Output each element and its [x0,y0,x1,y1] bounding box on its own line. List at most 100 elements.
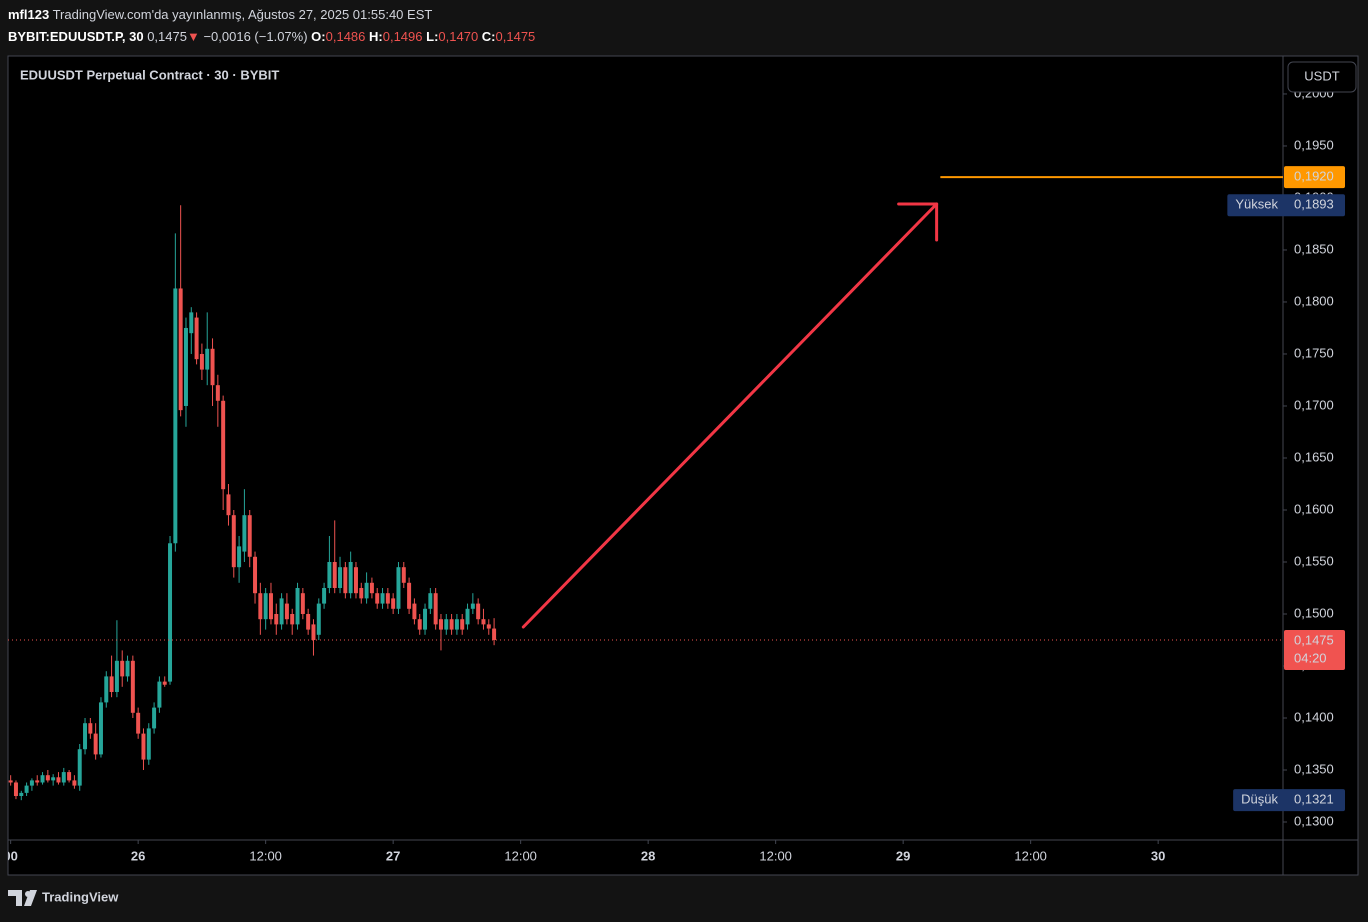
candle-body [492,628,497,640]
candle-body [56,777,61,783]
candle-body [237,546,242,568]
candle-body [146,728,151,760]
x-tick-label: 12:00 [759,848,792,863]
x-tick-label: 27 [386,848,400,863]
logo-icon [8,890,37,906]
candle-body [173,288,178,544]
candle-body [130,660,135,713]
o-key: O: [311,29,325,44]
candle-body [13,782,18,797]
candle-body [486,624,491,629]
candle-body [205,348,210,370]
candle-body [83,723,88,750]
candle-body [364,582,369,599]
candle-body [274,613,279,625]
y-tick-label: 0,1500 [1294,605,1334,620]
high-name: Yüksek [1235,197,1278,212]
candle-body [444,619,449,630]
candle-body [369,582,374,594]
candle-body [77,749,82,786]
candle-body [417,619,422,630]
candle-body [465,608,470,625]
candle-body [391,598,396,609]
candle-body [199,353,204,370]
candle-body [40,775,45,783]
candle-body [45,775,50,781]
low-label-bg [1233,789,1345,812]
x-tick-label: 26 [131,848,145,863]
candle-body [88,723,93,734]
currency-button [1287,61,1357,93]
c: 0,1475 [496,29,536,44]
y-tick-label: 0,1300 [1294,813,1334,828]
candle-body [295,587,300,625]
l: 0,1470 [438,29,478,44]
legend: EDUUSDT Perpetual Contract · 30 · BYBIT [20,67,279,82]
candle-body [460,619,465,630]
candle-body [396,567,401,609]
candle-body [380,593,385,604]
candle-body [247,515,252,557]
h-key: H: [369,29,383,44]
candle-body [306,613,311,630]
change: −0,0016 (−1.07%) [203,29,307,44]
arrow-head [897,202,939,242]
published: TradingView.com'da yayınlanmış, Ağustos … [53,7,433,22]
candle-body [338,567,343,588]
y-tick-label: 0,1800 [1294,293,1334,308]
candle-body [476,603,481,620]
high-label: 0,1893 [1294,197,1334,212]
candle-body [35,780,40,783]
candle-body [263,593,268,620]
candle-body [61,772,66,783]
candle-body [8,780,13,783]
candle-body [109,676,114,692]
candle-body [316,603,321,635]
candle-body [428,593,433,609]
countdown: 04:20 [1294,650,1327,665]
candle-body [120,660,125,677]
brand: TradingView [42,889,119,904]
candle-body [98,702,103,755]
candle-body [449,619,454,630]
candle-body [152,707,157,729]
candle-body [141,733,146,760]
candle-body [168,543,173,682]
candle-body [353,567,358,594]
candle-body [51,777,56,781]
candle-body [72,780,77,786]
low-label: 0,1321 [1294,792,1334,807]
candle-body [125,660,130,677]
x-tick-label: 30 [1151,848,1165,863]
candle-body [19,792,24,797]
candle-body [136,712,141,734]
y-tick-label: 0,1400 [1294,709,1334,724]
candle-body [423,608,428,630]
candle-body [332,561,337,588]
header-line-1: mfl123 TradingView.com'da yayınlanmış, A… [8,7,432,22]
candle-body [221,400,226,490]
last: 0,1475 [147,29,187,44]
candle-body [253,556,258,594]
last-price-label: 0,1475 [1294,632,1334,647]
candle-body [93,733,98,755]
candle-body [157,681,162,708]
o: 0,1486 [326,29,366,44]
candle-body [300,593,305,614]
symbol: BYBIT:EDUUSDT.P, 30 [8,29,144,44]
candle-body [231,515,236,568]
candle-body [433,593,438,625]
candle-body [407,582,412,609]
header-line-2: BYBIT:EDUUSDT.P, 30 0,1475▼ −0,0016 (−1.… [8,29,535,44]
logo-dot [25,891,31,897]
currency: USDT [1304,68,1339,83]
x-tick-label: 12:00 [249,848,282,863]
candle-body [183,327,188,406]
candle-body [210,348,215,386]
time-axis: 00 26 12:00 27 12:00 28 12:00 29 12:00 30 [8,848,1165,863]
candle-body [343,567,348,594]
y-tick-label: 0,1700 [1294,397,1334,412]
candle-body [454,619,459,630]
